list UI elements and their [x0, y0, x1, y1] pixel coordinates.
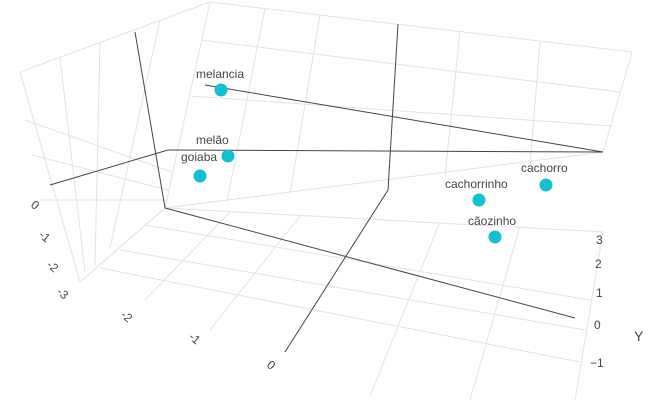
data-point[interactable] — [488, 230, 502, 244]
z-tick-label: -3 — [54, 285, 71, 303]
data-point[interactable] — [221, 149, 235, 163]
grid-floor — [79, 207, 604, 401]
point-label: goiaba — [181, 150, 217, 164]
z-tick-label: -1 — [36, 228, 53, 246]
point-label: cachorro — [521, 161, 568, 175]
marker-melancia[interactable]: melancia — [196, 67, 244, 97]
x-axis-ticks: -2 -1 0 — [118, 308, 278, 373]
x-tick-label: -1 — [186, 330, 203, 348]
x-tick-label: -2 — [118, 308, 135, 326]
point-label: melancia — [196, 67, 244, 81]
data-point[interactable] — [193, 169, 207, 183]
y-tick-label: 3 — [596, 233, 603, 247]
y-tick-label: 2 — [595, 257, 602, 271]
marker-melao[interactable]: melão — [196, 133, 235, 163]
y-tick-label: 1 — [596, 286, 603, 300]
marker-cachorrinho[interactable]: cachorrinho — [445, 177, 508, 207]
z-axis-ticks: 0 -1 -2 -3 — [28, 198, 71, 303]
z-tick-label: -2 — [44, 258, 61, 276]
marker-cachorro[interactable]: cachorro — [521, 161, 568, 192]
z-tick-label: 0 — [28, 198, 42, 213]
data-point[interactable] — [214, 83, 228, 97]
point-label: cachorrinho — [445, 177, 508, 191]
y-tick-label: −1 — [590, 356, 604, 370]
y-tick-label: 0 — [594, 318, 601, 332]
point-label: cãozinho — [468, 214, 516, 228]
marker-goiaba[interactable]: goiaba — [181, 150, 217, 183]
point-label: melão — [196, 133, 229, 147]
grid-back-wall — [164, 1, 633, 209]
data-point[interactable] — [472, 193, 486, 207]
y-axis-title: Y — [634, 328, 644, 344]
x-tick-label: 0 — [264, 358, 278, 373]
data-point[interactable] — [539, 178, 553, 192]
marker-caozinho[interactable]: cãozinho — [468, 214, 516, 244]
zero-lines — [49, 23, 604, 353]
y-axis-ticks: 3 2 1 0 −1 — [590, 233, 604, 370]
